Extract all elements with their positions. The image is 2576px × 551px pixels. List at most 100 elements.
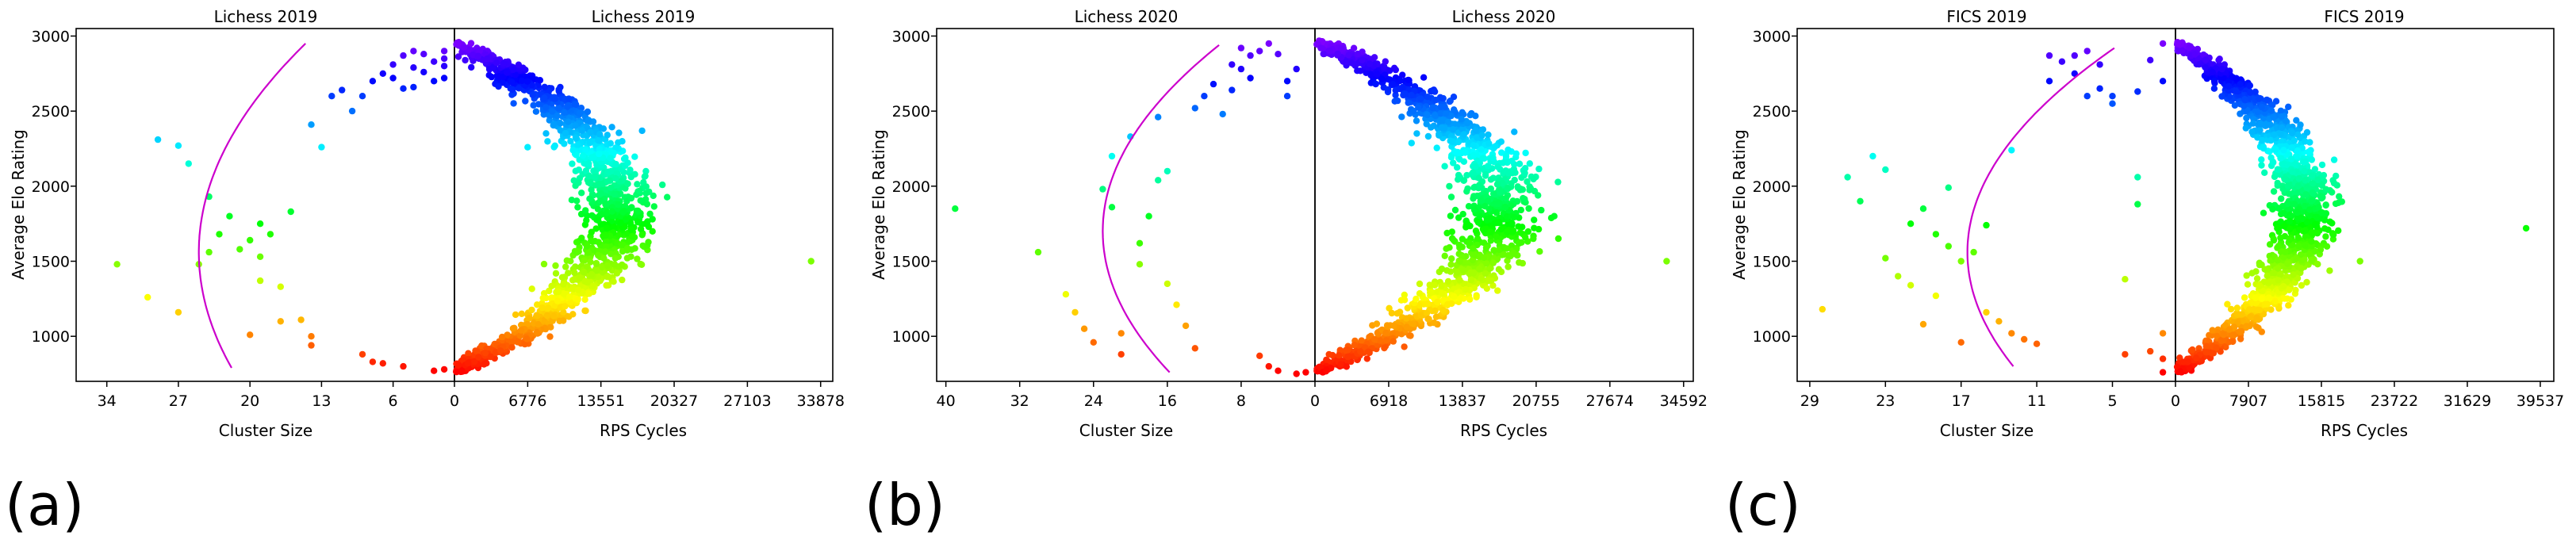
rps-point [1390, 322, 1397, 329]
rps-point [1382, 329, 1390, 337]
cluster-point [1136, 261, 1144, 268]
rps-point [518, 310, 525, 317]
rps-point [1455, 138, 1462, 146]
rps-point [581, 277, 588, 285]
rps-point [503, 69, 511, 76]
rps-point [2292, 286, 2299, 294]
left-x-tick-label: 8 [1236, 392, 1246, 410]
rps-point [487, 353, 494, 361]
panel-label: (b) [864, 472, 945, 538]
rps-point [2218, 93, 2225, 100]
rps-point [595, 137, 602, 144]
rps-point [570, 276, 578, 283]
rps-point [1478, 132, 1486, 139]
cluster-point [226, 212, 233, 220]
rps-point [481, 361, 488, 368]
rps-point [2315, 204, 2322, 211]
rps-point [631, 245, 638, 252]
rps-point [1462, 149, 1469, 156]
rps-point [2228, 331, 2235, 339]
cluster-point [2159, 355, 2167, 362]
rps-point [627, 174, 634, 181]
rps-point [2280, 254, 2287, 261]
rps-point [550, 312, 558, 320]
rps-point [1509, 227, 1517, 235]
rps-point [2256, 261, 2264, 269]
rps-point [664, 193, 671, 201]
rps-point [1505, 170, 1512, 177]
rps-point [612, 160, 619, 168]
rps-point [1456, 155, 1463, 163]
rps-point [518, 77, 526, 85]
rps-point [1405, 99, 1412, 106]
rps-point [2261, 169, 2268, 176]
rps-point [573, 151, 580, 159]
right-title: FICS 2019 [2324, 7, 2404, 26]
rps-point [1469, 256, 1477, 264]
cluster-point [236, 246, 243, 253]
rps-point [2266, 241, 2274, 248]
rps-point [638, 127, 646, 135]
rps-point [2271, 297, 2279, 305]
left-title: Lichess 2019 [214, 7, 318, 26]
rps-point [2303, 219, 2311, 226]
rps-point [1359, 56, 1366, 63]
cluster-point [297, 316, 305, 323]
rps-point [634, 219, 642, 226]
rps-point [2288, 144, 2295, 151]
rps-point [581, 257, 588, 264]
rps-point [1522, 149, 1529, 157]
cluster-point [256, 277, 264, 285]
rps-point [2241, 294, 2248, 301]
rps-point [560, 317, 567, 324]
y-tick-label: 2500 [1753, 103, 1791, 121]
y-tick-label: 1000 [1753, 328, 1791, 346]
cluster-point [1895, 273, 1902, 280]
rps-point [2220, 331, 2227, 339]
rps-point [511, 324, 518, 331]
rps-point [497, 347, 504, 354]
rps-point [508, 86, 516, 94]
rps-point [562, 303, 569, 310]
cluster-point [2096, 85, 2103, 92]
rps-point [2276, 171, 2283, 178]
rps-point [2256, 282, 2263, 290]
rps-point [2298, 281, 2306, 289]
cluster-point [2021, 335, 2028, 343]
rps-point [642, 189, 650, 197]
rps-point [1439, 307, 1447, 314]
rps-point [1501, 203, 1509, 211]
rps-point [574, 141, 581, 148]
cluster-point [2122, 350, 2129, 358]
rps-point [1505, 251, 1512, 259]
right-x-tick-label: 0 [2171, 392, 2180, 410]
rps-point [1495, 266, 1503, 273]
rps-point [1519, 224, 1526, 231]
rps-point [2293, 117, 2300, 124]
rps-point [525, 315, 533, 322]
rps-point [2285, 103, 2292, 110]
cluster-point [1819, 305, 1826, 313]
cluster-point [277, 318, 284, 325]
rps-point [515, 61, 523, 68]
cluster-point [389, 75, 397, 82]
rps-point [1364, 348, 1372, 355]
rps-point [587, 258, 594, 266]
rps-point [1431, 88, 1439, 95]
rps-point [1404, 304, 1412, 312]
rps-point [2176, 368, 2184, 375]
rps-point [1517, 206, 1525, 214]
y-tick-label: 1000 [892, 328, 930, 346]
rps-point [2285, 190, 2293, 197]
rps-point [1554, 235, 1562, 243]
rps-point [1491, 220, 1498, 227]
rps-point [2248, 128, 2256, 136]
rps-point [2264, 96, 2271, 104]
cluster-point [2109, 93, 2116, 100]
rps-point [1470, 151, 1478, 159]
left-x-tick-label: 27 [169, 392, 188, 410]
panel-label: (c) [1725, 472, 1801, 538]
rps-point [567, 299, 574, 306]
rps-point [476, 47, 483, 55]
